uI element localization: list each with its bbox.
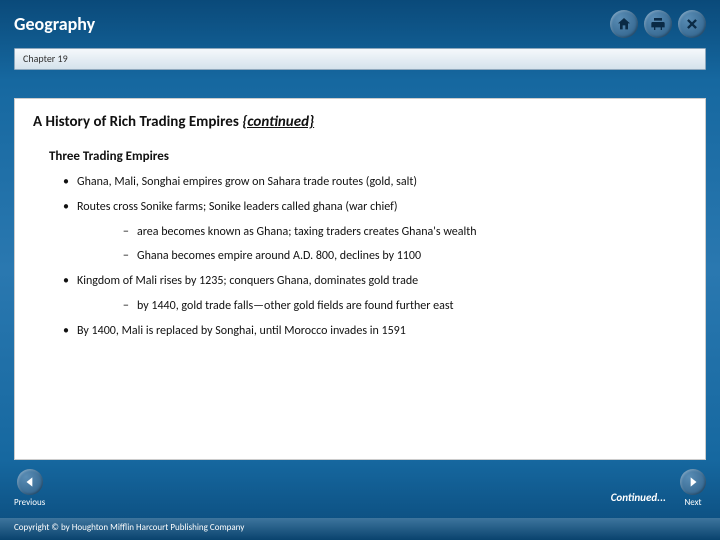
bullet-list: Kingdom of Mali rises by 1235; conquers …: [49, 273, 687, 290]
nav-row: Previous Continued... Next: [14, 469, 706, 508]
content-panel: A History of Rich Trading Empires {conti…: [14, 98, 706, 460]
section-title-text: A History of Rich Trading Empires: [33, 113, 239, 131]
bullet-list: By 1400, Mali is replaced by Songhai, un…: [49, 323, 687, 340]
chapter-bar: Chapter 19: [14, 48, 706, 70]
close-icon[interactable]: [678, 10, 706, 38]
list-item: by 1440, gold trade falls—other gold fie…: [123, 298, 687, 315]
header-icons: [610, 10, 706, 38]
previous-label: Previous: [14, 497, 45, 508]
bullet-list: Ghana, Mali, Songhai empires grow on Sah…: [49, 174, 687, 216]
list-item: Routes cross Sonike farms; Sonike leader…: [49, 199, 687, 216]
next-button[interactable]: Next: [680, 469, 706, 508]
list-item: By 1400, Mali is replaced by Songhai, un…: [49, 323, 687, 340]
list-item: Kingdom of Mali rises by 1235; conquers …: [49, 273, 687, 290]
header-bar: Geography: [0, 0, 720, 48]
print-icon[interactable]: [644, 10, 672, 38]
home-icon[interactable]: [610, 10, 638, 38]
page-title: Geography: [14, 13, 95, 35]
previous-arrow-icon: [17, 469, 43, 495]
continued-label: Continued...: [611, 491, 666, 504]
copyright-bar: Copyright © by Houghton Mifflin Harcourt…: [0, 518, 720, 540]
next-arrow-icon: [680, 469, 706, 495]
sub-bullet-list: by 1440, gold trade falls—other gold fie…: [123, 298, 687, 315]
list-item: Ghana becomes empire around A.D. 800, de…: [123, 248, 687, 265]
section-title: A History of Rich Trading Empires {conti…: [33, 113, 687, 131]
next-label: Next: [684, 497, 701, 508]
previous-button[interactable]: Previous: [14, 469, 45, 508]
sub-bullet-list: area becomes known as Ghana; taxing trad…: [123, 224, 687, 266]
list-item: Ghana, Mali, Songhai empires grow on Sah…: [49, 174, 687, 191]
continued-suffix: {continued}: [242, 113, 314, 131]
subheading: Three Trading Empires: [49, 149, 687, 164]
list-item: area becomes known as Ghana; taxing trad…: [123, 224, 687, 241]
nav-right: Continued... Next: [611, 469, 706, 508]
